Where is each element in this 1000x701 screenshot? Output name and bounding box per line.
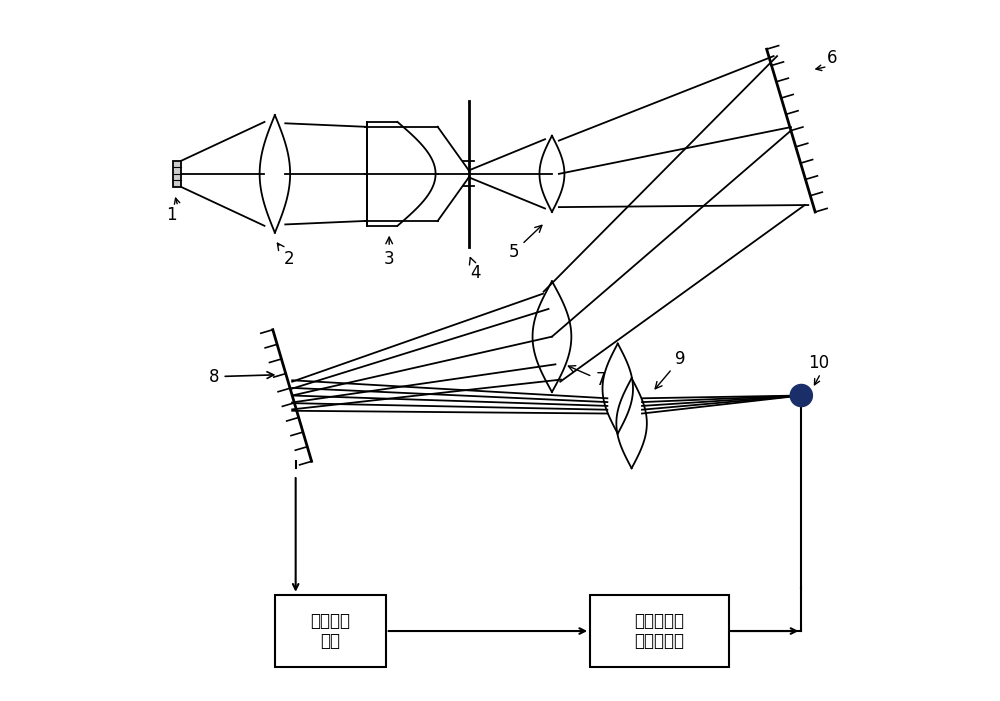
- Bar: [173, 161, 181, 187]
- Bar: [590, 594, 729, 667]
- Circle shape: [790, 384, 812, 407]
- Bar: [275, 594, 386, 667]
- Text: 光谱信息采
集处理系统: 光谱信息采 集处理系统: [634, 612, 684, 651]
- Text: 静电驱动
电路: 静电驱动 电路: [310, 612, 350, 651]
- Text: 3: 3: [384, 237, 394, 268]
- Text: 2: 2: [277, 243, 294, 268]
- Text: 1: 1: [166, 206, 176, 224]
- Text: 5: 5: [509, 225, 542, 261]
- Text: 10: 10: [808, 354, 829, 372]
- Text: 6: 6: [827, 49, 838, 67]
- Text: 7: 7: [568, 366, 606, 389]
- Text: 8: 8: [209, 367, 274, 386]
- Text: 9: 9: [655, 350, 685, 389]
- Text: 4: 4: [469, 257, 481, 282]
